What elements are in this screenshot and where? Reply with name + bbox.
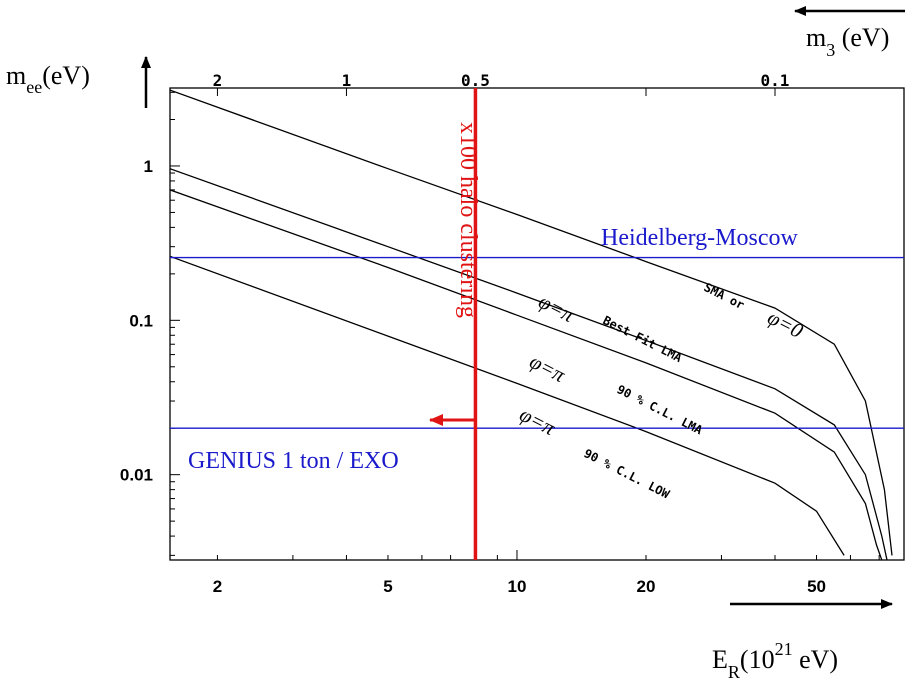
y-tick-label: 0.01	[120, 466, 153, 485]
best-fit-label: Best Fit LMA	[601, 313, 685, 365]
y-tick-label: 1	[144, 157, 153, 176]
halo-clustering-label: x100 halo clustering	[455, 122, 481, 318]
x-axis-label: ER(1021 eV)	[712, 639, 838, 682]
x-tick-label: 50	[807, 577, 826, 596]
x-tick-label: 2	[213, 577, 222, 596]
plot-frame	[169, 87, 905, 561]
low-90cl-label: 90 % C.L. LOW	[582, 446, 673, 501]
x-tick-label: 5	[383, 577, 392, 596]
lma-90cl-phi-label: φ=π	[526, 349, 570, 387]
top-tick-label: 0.1	[761, 71, 790, 90]
sma-phi-label: φ=0	[764, 305, 808, 343]
x-tick-label: 20	[637, 577, 656, 596]
y-tick-label: 0.1	[129, 311, 153, 330]
lma-90cl-curve	[170, 189, 883, 560]
low-90cl-curve	[170, 255, 845, 556]
top-axis-label: m3 (eV)	[806, 23, 889, 60]
best-fit-lma-curve	[170, 168, 888, 560]
y-axis-label: mee(eV)	[6, 61, 90, 97]
low-90cl-phi-label: φ=π	[516, 402, 560, 440]
sma-label-text: SMA or	[702, 280, 747, 312]
genius-exo-label: GENIUS 1 ton / EXO	[188, 448, 399, 474]
sma-curve	[170, 89, 893, 556]
top-tick-label: 0.5	[461, 71, 490, 90]
top-tick-label: 2	[213, 71, 223, 90]
x-tick-label: 10	[508, 577, 527, 596]
lma-90cl-label: 90 % C.L. LMA	[615, 382, 706, 437]
best-fit-phi-label: φ=π	[535, 289, 579, 327]
top-tick-label: 1	[342, 71, 352, 90]
heidelberg-moscow-label: Heidelberg-Moscow	[601, 225, 799, 251]
